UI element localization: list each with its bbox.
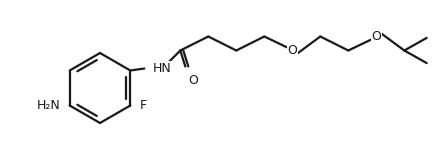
Text: O: O [287, 44, 297, 57]
Text: H₂N: H₂N [37, 99, 61, 112]
Text: O: O [372, 30, 381, 43]
Text: HN: HN [152, 62, 171, 75]
Text: F: F [139, 99, 146, 112]
Text: O: O [188, 73, 198, 86]
